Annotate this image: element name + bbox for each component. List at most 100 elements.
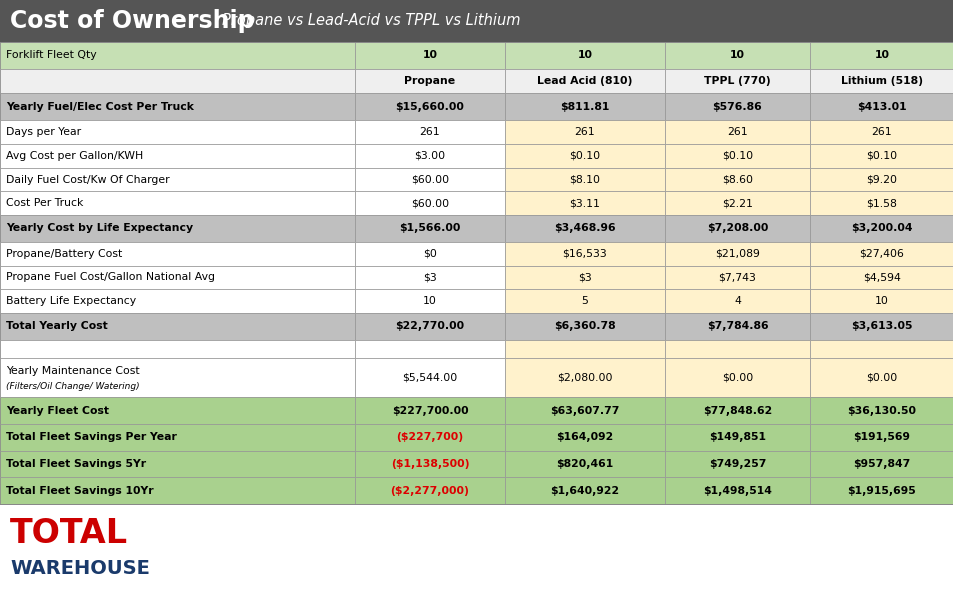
Bar — [809, 242, 953, 266]
Bar — [664, 340, 809, 358]
Text: $227,700.00: $227,700.00 — [392, 406, 468, 416]
Text: Total Yearly Cost: Total Yearly Cost — [6, 321, 108, 331]
Text: $1,915,695: $1,915,695 — [846, 486, 916, 495]
Bar — [664, 451, 809, 478]
Text: $60.00: $60.00 — [411, 198, 449, 208]
Bar — [0, 504, 953, 505]
Text: $2,080.00: $2,080.00 — [557, 372, 612, 383]
Text: ($227,700): ($227,700) — [396, 432, 463, 442]
Bar — [355, 424, 504, 451]
Text: 10: 10 — [422, 296, 436, 306]
Text: TPPL (770): TPPL (770) — [703, 76, 770, 86]
Text: 10: 10 — [729, 50, 744, 61]
Text: ($2,277,000): ($2,277,000) — [390, 486, 469, 495]
Text: Lead Acid (810): Lead Acid (810) — [537, 76, 632, 86]
Text: Days per Year: Days per Year — [6, 127, 81, 137]
Bar — [0, 358, 355, 397]
Bar — [0, 424, 355, 451]
Text: $9.20: $9.20 — [865, 175, 897, 185]
Text: $21,089: $21,089 — [715, 249, 760, 259]
Text: $3,613.05: $3,613.05 — [850, 321, 912, 331]
Text: $27,406: $27,406 — [859, 249, 903, 259]
Text: $0.00: $0.00 — [721, 372, 752, 383]
Bar — [0, 289, 355, 313]
Bar — [504, 42, 664, 69]
Bar — [504, 215, 664, 242]
Bar — [809, 191, 953, 215]
Bar — [504, 313, 664, 340]
Text: Total Fleet Savings 5Yr: Total Fleet Savings 5Yr — [6, 459, 146, 469]
Text: $149,851: $149,851 — [708, 432, 765, 442]
Text: Propane/Battery Cost: Propane/Battery Cost — [6, 249, 122, 259]
Text: 10: 10 — [577, 50, 592, 61]
Text: (Filters/Oil Change/ Watering): (Filters/Oil Change/ Watering) — [6, 381, 139, 391]
Bar — [355, 340, 504, 358]
Bar — [0, 266, 355, 289]
Text: $191,569: $191,569 — [853, 432, 909, 442]
Text: $0.10: $0.10 — [865, 151, 897, 161]
Text: Battery Life Expectancy: Battery Life Expectancy — [6, 296, 136, 306]
Text: $6,360.78: $6,360.78 — [554, 321, 616, 331]
Text: $576.86: $576.86 — [712, 102, 761, 112]
Text: 261: 261 — [574, 127, 595, 137]
Bar — [0, 168, 355, 191]
Bar — [0, 93, 355, 120]
Text: $22,770.00: $22,770.00 — [395, 321, 464, 331]
Bar — [664, 191, 809, 215]
Bar — [0, 42, 953, 43]
Text: $2.21: $2.21 — [721, 198, 752, 208]
Text: $77,848.62: $77,848.62 — [702, 406, 771, 416]
Bar — [664, 424, 809, 451]
Bar — [809, 93, 953, 120]
Text: 261: 261 — [419, 127, 440, 137]
Bar — [355, 242, 504, 266]
Text: Cost of Ownership: Cost of Ownership — [10, 9, 254, 33]
Text: 261: 261 — [871, 127, 891, 137]
Bar — [504, 69, 664, 93]
Bar — [355, 215, 504, 242]
Bar — [0, 242, 355, 266]
Bar — [809, 120, 953, 144]
Bar — [664, 478, 809, 504]
Bar — [809, 168, 953, 191]
Bar — [504, 242, 664, 266]
Text: $0.10: $0.10 — [569, 151, 600, 161]
Bar — [0, 340, 355, 358]
Text: Yearly Fleet Cost: Yearly Fleet Cost — [6, 406, 109, 416]
Bar — [504, 358, 664, 397]
Bar — [504, 424, 664, 451]
Text: $3: $3 — [423, 273, 436, 283]
Text: $8.60: $8.60 — [721, 175, 752, 185]
Bar — [504, 120, 664, 144]
Bar — [355, 289, 504, 313]
Bar — [809, 313, 953, 340]
Text: Yearly Maintenance Cost: Yearly Maintenance Cost — [6, 366, 139, 377]
Bar — [355, 144, 504, 168]
Text: $811.81: $811.81 — [559, 102, 609, 112]
Text: 10: 10 — [422, 50, 437, 61]
Bar — [664, 120, 809, 144]
Text: 261: 261 — [726, 127, 747, 137]
Bar — [355, 120, 504, 144]
Text: Lithium (518): Lithium (518) — [841, 76, 923, 86]
Bar — [809, 144, 953, 168]
Bar — [504, 191, 664, 215]
Text: $3.00: $3.00 — [414, 151, 445, 161]
Bar — [0, 478, 355, 504]
Bar — [809, 424, 953, 451]
Bar — [0, 397, 355, 424]
Bar — [355, 93, 504, 120]
Bar — [664, 168, 809, 191]
Bar — [504, 144, 664, 168]
Bar — [664, 242, 809, 266]
Bar — [0, 0, 953, 42]
Text: $3,468.96: $3,468.96 — [554, 223, 616, 233]
Bar — [664, 266, 809, 289]
Bar — [0, 191, 355, 215]
Text: 4: 4 — [733, 296, 740, 306]
Text: ($1,138,500): ($1,138,500) — [391, 459, 469, 469]
Bar — [664, 215, 809, 242]
Text: $7,743: $7,743 — [718, 273, 756, 283]
Text: $164,092: $164,092 — [556, 432, 613, 442]
Text: $0.00: $0.00 — [865, 372, 897, 383]
